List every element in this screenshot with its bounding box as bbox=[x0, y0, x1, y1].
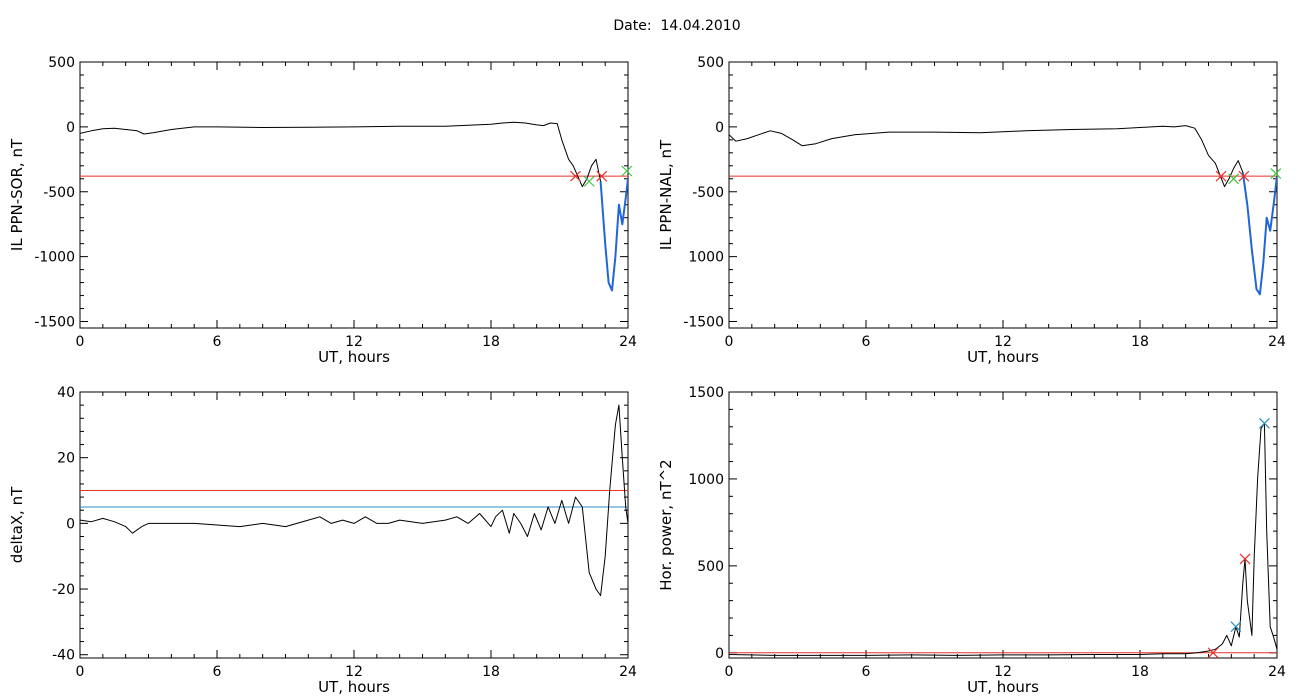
y-tick-label: 1000 bbox=[688, 472, 724, 488]
y-tick-label: -1000 bbox=[34, 250, 75, 266]
x-tick-label: 12 bbox=[345, 664, 363, 680]
plot-area bbox=[729, 422, 1277, 656]
x-tick-label: 18 bbox=[482, 664, 500, 680]
series-line bbox=[80, 404, 628, 597]
marker-green bbox=[621, 165, 633, 177]
y-tick-label: -1500 bbox=[683, 315, 724, 331]
x-axis-label: UT, hours bbox=[318, 678, 390, 696]
marker-red bbox=[1239, 553, 1251, 565]
marker-red bbox=[1207, 647, 1219, 659]
series-line bbox=[729, 422, 1277, 656]
marker-stroke bbox=[1215, 170, 1227, 182]
marker-stroke bbox=[596, 170, 608, 182]
overlay-line bbox=[599, 178, 628, 292]
marker-green bbox=[1228, 173, 1240, 185]
x-tick-label: 18 bbox=[482, 334, 500, 350]
x-tick-label: 6 bbox=[862, 334, 871, 350]
figure-title: Date: 14.04.2010 bbox=[613, 18, 741, 34]
series-line bbox=[80, 121, 628, 291]
y-axis-label: Hor. power, nT^2 bbox=[657, 459, 675, 590]
marker-stroke bbox=[1239, 553, 1251, 565]
y-tick-label: 0 bbox=[715, 120, 724, 136]
y-tick-label: -1500 bbox=[34, 315, 75, 331]
x-tick-label: 24 bbox=[619, 334, 637, 350]
x-tick-label: 0 bbox=[725, 664, 734, 680]
x-axis-label: UT, hours bbox=[967, 348, 1039, 366]
plot-area bbox=[80, 404, 628, 597]
x-tick-label: 0 bbox=[725, 334, 734, 350]
x-tick-label: 24 bbox=[1268, 334, 1286, 350]
x-tick-label: 6 bbox=[862, 664, 871, 680]
marker-green bbox=[583, 175, 595, 187]
marker-blue bbox=[1230, 621, 1242, 633]
chart-panel-1: 0 6 12 18 24 500 0 -500 -1000 -1500 UT, hours IL PP… bbox=[8, 55, 637, 366]
chart-panel-4: 0 6 12 18 24 1500 1000 500 0 UT, hours Hor. power,… bbox=[657, 385, 1286, 696]
y-tick-label: 1000 bbox=[688, 250, 724, 266]
overlay-line bbox=[1241, 172, 1277, 296]
y-tick-label: 40 bbox=[57, 385, 75, 401]
y-tick-label: 20 bbox=[57, 451, 75, 467]
series-line bbox=[729, 125, 1277, 295]
marker-red bbox=[570, 170, 581, 182]
y-axis-label: deltaX, nT bbox=[8, 486, 26, 563]
plot-frame bbox=[728, 391, 1278, 659]
y-tick-label: 500 bbox=[697, 55, 724, 71]
y-tick-label: 0 bbox=[66, 516, 75, 532]
y-tick-label: -500 bbox=[692, 185, 724, 201]
marker-green bbox=[1270, 168, 1282, 180]
x-tick-label: 0 bbox=[76, 664, 85, 680]
marker-stroke bbox=[1230, 621, 1242, 633]
x-tick-label: 6 bbox=[213, 334, 222, 350]
y-tick-label: -40 bbox=[52, 648, 75, 664]
plot-area bbox=[80, 121, 628, 292]
marker-blue bbox=[1259, 417, 1270, 429]
x-tick-label: 0 bbox=[76, 334, 85, 350]
x-tick-label: 24 bbox=[1268, 664, 1286, 680]
x-tick-label: 6 bbox=[213, 664, 222, 680]
y-tick-label: -20 bbox=[52, 582, 75, 598]
plot-frame bbox=[728, 61, 1278, 329]
x-tick-label: 18 bbox=[1131, 664, 1149, 680]
marker-red bbox=[1215, 170, 1227, 182]
marker-stroke bbox=[1238, 170, 1250, 182]
plot-area bbox=[729, 125, 1277, 296]
chart-panel-2: 0 6 12 18 24 500 0 -500 1000 -1500 UT, hours IL PPN… bbox=[657, 55, 1286, 366]
x-tick-label: 12 bbox=[994, 664, 1012, 680]
x-tick-label: 24 bbox=[619, 664, 637, 680]
x-tick-label: 12 bbox=[345, 334, 363, 350]
y-axis-label: IL PPN-SOR, nT bbox=[8, 138, 26, 251]
marker-stroke bbox=[1207, 647, 1219, 659]
y-axis-label: IL PPN-NAL, nT bbox=[657, 139, 675, 250]
plot-frame bbox=[79, 391, 629, 659]
marker-stroke bbox=[583, 175, 595, 187]
marker-stroke bbox=[1259, 417, 1270, 429]
marker-stroke bbox=[621, 165, 633, 177]
y-tick-label: 1500 bbox=[688, 385, 724, 401]
marker-stroke bbox=[1228, 173, 1240, 185]
plot-frame bbox=[79, 61, 629, 329]
x-axis-label: UT, hours bbox=[967, 678, 1039, 696]
marker-red bbox=[596, 170, 608, 182]
y-tick-label: 500 bbox=[697, 559, 724, 575]
x-tick-label: 12 bbox=[994, 334, 1012, 350]
x-axis-label: UT, hours bbox=[318, 348, 390, 366]
marker-stroke bbox=[570, 170, 581, 182]
y-tick-label: 0 bbox=[66, 120, 75, 136]
marker-red bbox=[1238, 170, 1250, 182]
y-tick-label: -500 bbox=[43, 185, 75, 201]
marker-stroke bbox=[1270, 168, 1282, 180]
y-tick-label: 500 bbox=[48, 55, 75, 71]
chart-panel-3: 0 6 12 18 24 40 20 0 -20 -40 UT, hours deltaX, nT bbox=[8, 385, 637, 696]
x-tick-label: 18 bbox=[1131, 334, 1149, 350]
y-tick-label: 0 bbox=[715, 646, 724, 662]
